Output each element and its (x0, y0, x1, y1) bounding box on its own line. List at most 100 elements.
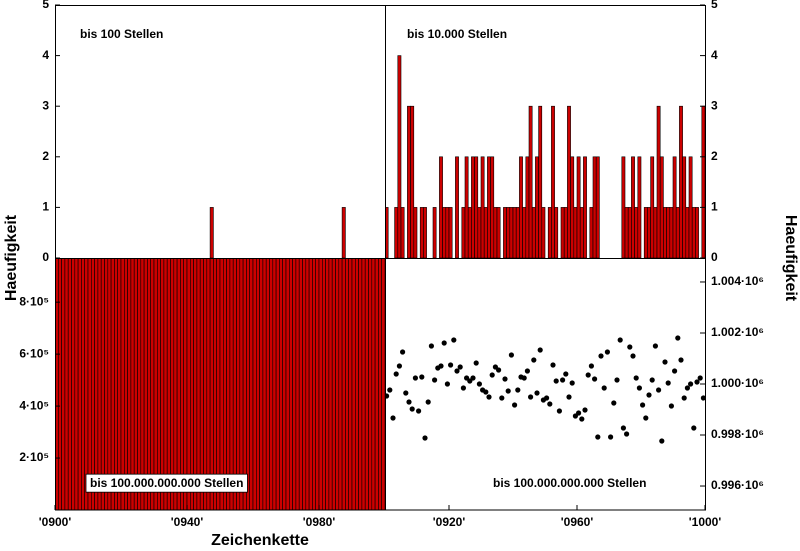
point (476, 381, 482, 387)
bar (130, 258, 135, 510)
bar (448, 207, 453, 258)
y-tick-label: 1 (711, 200, 718, 214)
bar (163, 258, 168, 510)
bar (413, 207, 418, 258)
point (400, 349, 406, 355)
bar (679, 105, 683, 258)
bar (624, 207, 629, 258)
panel: 0 1 2 3 4 5 bis 100 Stellen Haeufigkeit (3, 0, 346, 301)
bar (272, 258, 277, 510)
bar (262, 258, 267, 510)
point (627, 344, 633, 350)
point (579, 416, 585, 422)
bar (282, 258, 287, 510)
bar (269, 258, 274, 510)
point (576, 410, 582, 416)
point (585, 372, 591, 378)
point (403, 390, 409, 396)
bar (525, 156, 530, 258)
bar (691, 207, 696, 258)
bar (480, 156, 485, 258)
bar (196, 258, 201, 510)
bar (203, 258, 208, 510)
point (473, 360, 479, 366)
bar (358, 258, 363, 510)
point (537, 347, 543, 353)
point (393, 371, 399, 377)
bar (467, 207, 472, 258)
bar (701, 105, 705, 258)
point (444, 381, 450, 387)
point (412, 375, 418, 381)
bar (432, 207, 437, 258)
bar (140, 258, 145, 510)
bar (483, 207, 488, 258)
y-tick-label: 1.002·10⁶ (711, 325, 764, 339)
point (508, 352, 514, 358)
point (524, 368, 531, 374)
point (608, 434, 614, 440)
bar (246, 258, 250, 510)
bar (219, 258, 224, 510)
bar (292, 258, 297, 510)
point (438, 363, 444, 369)
bar (503, 207, 507, 258)
y-tick-label: 1.000·10⁶ (711, 376, 764, 390)
bar (249, 258, 254, 510)
point (592, 376, 598, 382)
panel-title: bis 100.000.000.000 Stellen (90, 476, 243, 490)
bar (506, 207, 511, 258)
bar (515, 207, 520, 258)
point (451, 337, 457, 343)
bar (81, 258, 86, 510)
y-tick-label: 2·10⁵ (19, 450, 49, 464)
point (563, 371, 569, 377)
bar (71, 258, 76, 510)
bar (173, 258, 178, 510)
bar (295, 258, 300, 510)
point (486, 394, 492, 400)
bar (656, 105, 661, 258)
point (595, 434, 601, 440)
y-tick-label: 4·10⁵ (19, 398, 49, 412)
y-axis-label: Haeufigkeit (3, 214, 20, 301)
bar (84, 258, 89, 510)
point (684, 385, 691, 391)
bar (528, 105, 533, 258)
point (659, 438, 665, 444)
bar (186, 258, 191, 510)
bar (150, 258, 155, 510)
bar (100, 258, 105, 510)
point (419, 374, 425, 380)
marks (385, 55, 705, 258)
point (633, 375, 639, 381)
point (636, 385, 643, 391)
bar (627, 207, 632, 258)
x-tick-label: '0900' (39, 515, 72, 529)
bar (67, 258, 72, 510)
bar (361, 258, 366, 510)
point (406, 399, 412, 405)
bar (419, 207, 424, 258)
bar (110, 258, 115, 510)
bar (368, 258, 373, 510)
point (582, 407, 588, 413)
panel-title: bis 100 Stellen (80, 27, 163, 41)
bar (400, 207, 405, 258)
bar (554, 207, 559, 258)
y-tick-label: 5 (711, 0, 718, 11)
bar (61, 258, 66, 510)
bar (206, 258, 211, 510)
bar (91, 258, 95, 510)
bar (265, 258, 270, 510)
point (511, 402, 518, 408)
bar (423, 207, 427, 258)
point (601, 385, 607, 391)
bar (97, 258, 102, 510)
point (387, 387, 393, 393)
y-tick-label: 1 (42, 200, 49, 214)
bar (180, 258, 184, 510)
y-axis-label: Haeufigkeit (782, 215, 799, 302)
point (617, 337, 623, 343)
bar (341, 258, 346, 510)
